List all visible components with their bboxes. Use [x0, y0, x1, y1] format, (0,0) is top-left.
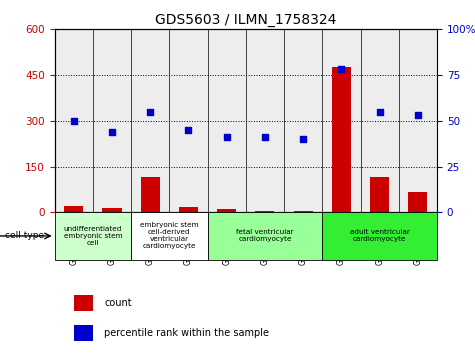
Bar [294, 211, 313, 212]
Bar [131, 212, 208, 260]
Bar [322, 29, 361, 212]
Bar [208, 29, 246, 212]
Point [338, 66, 345, 72]
Bar [208, 212, 322, 260]
Text: percentile rank within the sample: percentile rank within the sample [104, 328, 269, 338]
Bar [370, 177, 389, 212]
Bar [74, 325, 93, 341]
Bar [256, 211, 275, 212]
Bar [141, 177, 160, 212]
Text: count: count [104, 298, 132, 308]
Point [108, 129, 116, 135]
Text: cell type: cell type [5, 232, 44, 240]
Text: embryonic stem
cell-derived
ventricular
cardiomyocyte: embryonic stem cell-derived ventricular … [140, 223, 199, 249]
Point [376, 109, 383, 114]
Point [70, 118, 77, 123]
Bar [217, 209, 236, 212]
Point [414, 112, 422, 118]
Bar [179, 207, 198, 212]
Bar [131, 29, 169, 212]
Bar [55, 29, 93, 212]
Bar [55, 212, 131, 260]
Bar [322, 212, 437, 260]
Bar [246, 29, 284, 212]
Point [223, 134, 230, 140]
Text: fetal ventricular
cardiomyocyte: fetal ventricular cardiomyocyte [236, 229, 294, 242]
Text: adult ventricular
cardiomyocyte: adult ventricular cardiomyocyte [350, 229, 409, 242]
Bar [74, 295, 93, 311]
Text: undifferentiated
embryonic stem
cell: undifferentiated embryonic stem cell [64, 226, 122, 246]
Title: GDS5603 / ILMN_1758324: GDS5603 / ILMN_1758324 [155, 13, 336, 26]
Bar [399, 29, 437, 212]
Bar [284, 29, 322, 212]
Bar [169, 29, 208, 212]
Point [185, 127, 192, 133]
Bar [64, 205, 83, 212]
Point [261, 134, 269, 140]
Bar [93, 29, 131, 212]
Bar [361, 29, 399, 212]
Bar [103, 208, 122, 212]
Point [299, 136, 307, 142]
Bar [332, 67, 351, 212]
Point [146, 109, 154, 114]
Bar [408, 192, 428, 212]
